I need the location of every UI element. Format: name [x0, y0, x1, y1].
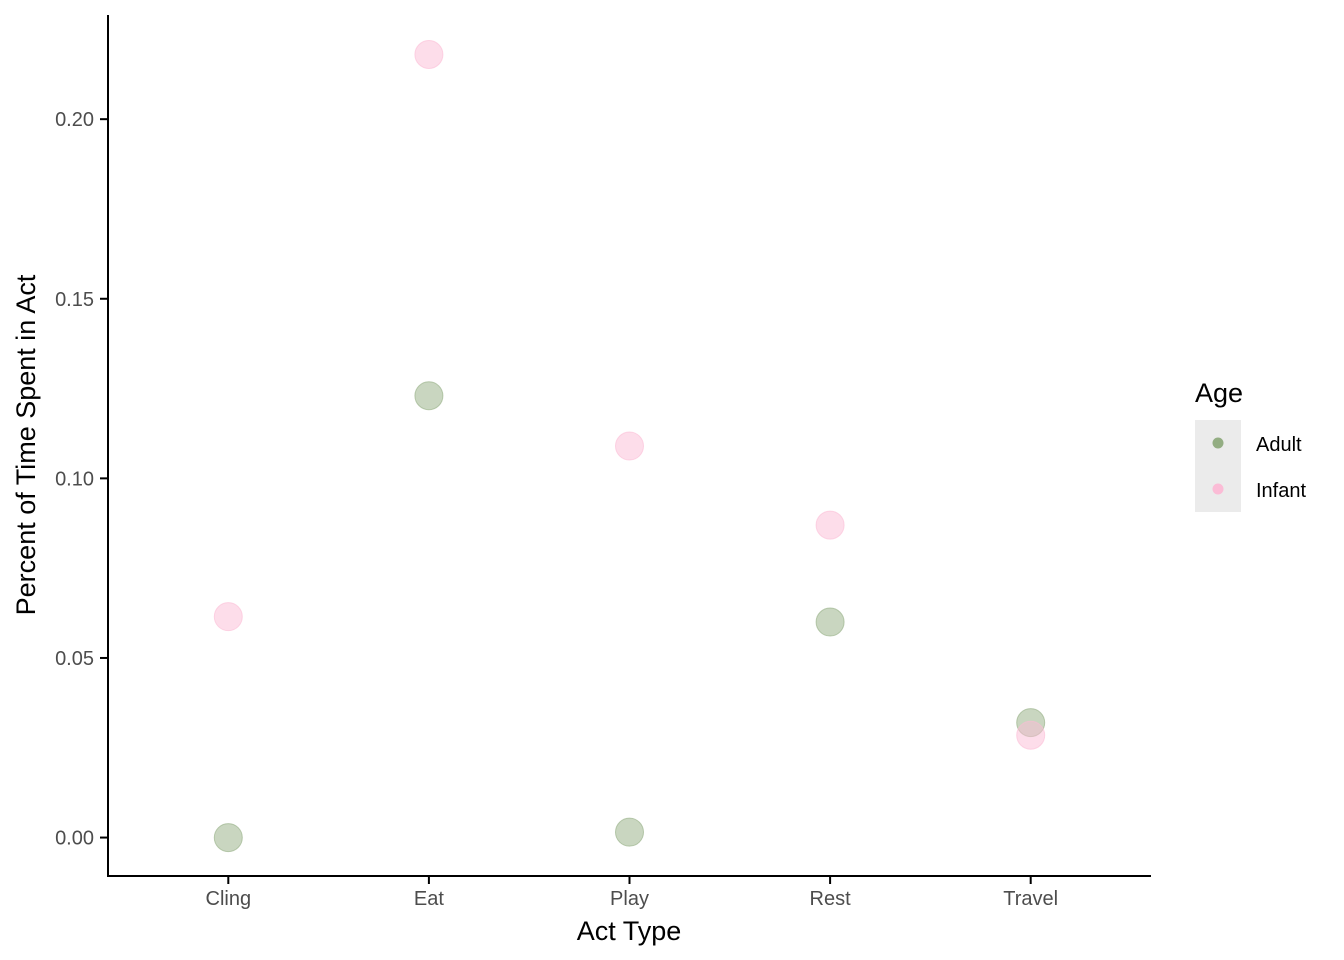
- legend-label-adult: Adult: [1256, 434, 1302, 456]
- y-tick-label: 0.15: [55, 289, 94, 311]
- x-tick-label: Travel: [1003, 888, 1058, 910]
- point-adult-cling: [213, 823, 243, 853]
- y-tick-label: 0.00: [55, 828, 94, 850]
- point-infant-cling: [213, 602, 243, 632]
- point-adult-eat: [414, 381, 444, 411]
- x-tick-label: Cling: [206, 888, 252, 910]
- point-infant-travel: [1016, 720, 1046, 750]
- legend: Age Adult Infant: [1195, 378, 1306, 512]
- point-infant-play: [615, 431, 644, 461]
- legend-label-infant: Infant: [1256, 480, 1306, 502]
- legend-key-infant: [1212, 483, 1224, 495]
- point-adult-play: [615, 817, 644, 847]
- legend-key-adult: [1212, 437, 1224, 449]
- x-tick-label: Play: [610, 888, 649, 910]
- legend-items: Adult Infant: [1212, 434, 1306, 502]
- y-tick-label: 0.05: [55, 648, 94, 670]
- point-adult-rest: [815, 607, 845, 637]
- x-tick-label: Eat: [414, 888, 444, 910]
- point-infant-rest: [815, 510, 845, 540]
- y-tick-label: 0.20: [55, 109, 94, 131]
- y-ticks: 0.00 0.05 0.10 0.15 0.20: [55, 109, 108, 850]
- points-layer: [213, 40, 1046, 853]
- x-tick-label: Rest: [810, 888, 852, 910]
- x-axis-title: Act Type: [577, 916, 682, 946]
- legend-key-background: [1195, 420, 1241, 512]
- x-ticks: Cling Eat Play Rest Travel: [206, 876, 1058, 910]
- y-tick-label: 0.10: [55, 468, 94, 490]
- point-infant-eat: [414, 40, 444, 70]
- legend-title: Age: [1195, 378, 1243, 408]
- y-axis-title: Percent of Time Spent in Act: [11, 274, 41, 615]
